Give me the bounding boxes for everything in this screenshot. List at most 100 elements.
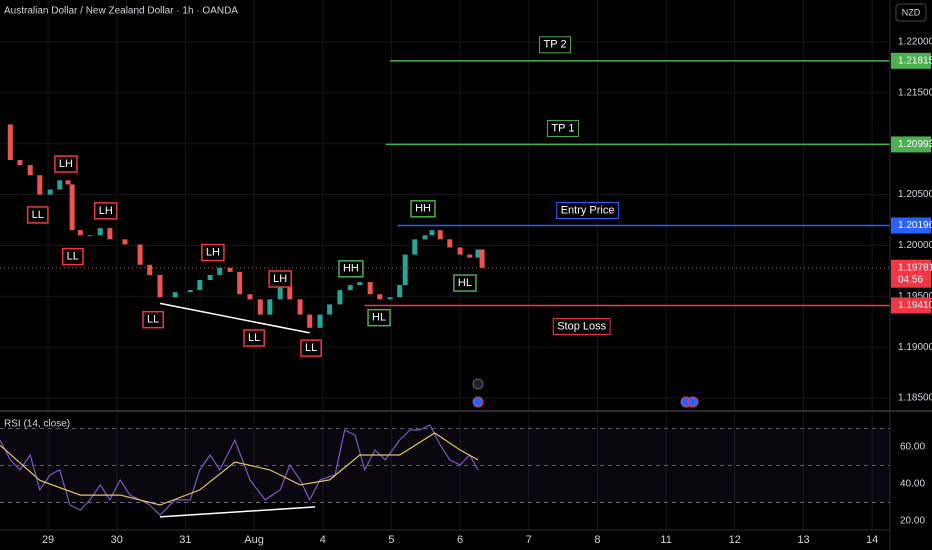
axes: 29 30 31 Aug 4 5 6 7 8 11 12 13 14 1.18500 1.19000 1.19… (42, 37, 932, 546)
level-label-box (556, 201, 620, 219)
candle (402, 254, 408, 286)
candle (467, 254, 473, 258)
countdown: 04:56 (898, 274, 923, 285)
event-icons (472, 378, 699, 408)
candle (137, 244, 143, 265)
candle (97, 228, 103, 236)
x-tick-label: 12 (729, 534, 741, 546)
event-icon[interactable] (472, 378, 484, 390)
candle (57, 180, 63, 190)
swing-label-box (367, 308, 391, 327)
y-tick-label: 1.20500 (898, 189, 932, 200)
level-label: TP 1 (551, 122, 574, 134)
swing-label-box (268, 270, 292, 288)
candle (65, 180, 71, 185)
candle (197, 280, 203, 291)
event-icon[interactable] (472, 396, 484, 408)
candle (87, 235, 93, 237)
x-tick-label: 7 (526, 534, 532, 546)
x-tick-label: 4 (320, 534, 326, 546)
candle (69, 184, 75, 231)
candle (217, 267, 223, 275)
x-tick-label: 5 (388, 534, 394, 546)
y-tick-label: 1.19000 (898, 342, 932, 353)
candle (27, 165, 33, 176)
level-label-box (552, 317, 611, 335)
swing-label: LL (67, 251, 79, 263)
candle (147, 264, 153, 275)
y-tick-label: 20.00 (900, 516, 925, 527)
plot: TP 2 TP 1 Entry Price Stop Loss LL LH LH LL LH LL… (0, 36, 890, 518)
rsi-line (0, 424, 479, 516)
y-tick-label: 40.00 (900, 479, 925, 490)
level-axis-box (891, 136, 931, 153)
candle (207, 274, 213, 281)
candle (277, 285, 283, 300)
level-label-box (539, 36, 572, 54)
currency-box[interactable] (895, 3, 927, 22)
y-tick-label: 1.20000 (898, 240, 932, 251)
candle (237, 271, 243, 295)
level-axis-box (891, 297, 931, 314)
candle (367, 282, 373, 295)
event-icon[interactable] (687, 396, 699, 408)
swing-label-box (453, 274, 477, 292)
candle (347, 285, 353, 291)
candle (7, 124, 13, 160)
x-tick-label: 11 (660, 534, 671, 546)
level-axis-label: 1.20196 (898, 220, 932, 231)
swing-label: LH (273, 273, 287, 285)
x-tick-label: 31 (179, 534, 191, 546)
candle (257, 299, 263, 315)
candle (37, 175, 43, 195)
swing-label: LL (305, 342, 317, 354)
rsi-band (0, 428, 890, 503)
candle (77, 230, 83, 236)
swing-label: LH (206, 246, 220, 258)
candle (479, 249, 485, 268)
currency: NZD (902, 7, 921, 17)
swing-label: LH (99, 205, 113, 217)
swing-label-box (300, 339, 322, 357)
y-tick-label: 1.18500 (898, 393, 932, 404)
y-tick-label: 1.22000 (898, 37, 932, 48)
candle (172, 292, 178, 298)
x-tick-label: 30 (111, 534, 123, 546)
candle (17, 159, 23, 166)
trendline (159, 506, 316, 518)
swing-label-box (338, 260, 364, 278)
candle (475, 249, 481, 258)
x-tick-label: 29 (42, 534, 54, 546)
candle (122, 239, 128, 245)
swing-label: LL (32, 209, 44, 221)
candle (422, 235, 428, 240)
swing-label-box (243, 329, 265, 347)
swing-label-box (26, 206, 49, 224)
candle (157, 274, 163, 298)
level-axis-label: 1.21815 (898, 55, 932, 66)
candle (307, 314, 313, 328)
candle (412, 239, 418, 255)
candle (287, 285, 293, 300)
rsi-title: RSI (14, close) (4, 419, 70, 430)
swing-label: HH (415, 203, 431, 215)
candle (457, 247, 463, 255)
swing-label: LL (147, 314, 159, 326)
level-label-box (546, 119, 579, 137)
swing-label-box (61, 247, 84, 266)
rsi-line (0, 432, 479, 506)
y-tick-label: 60.00 (900, 442, 925, 453)
swing-label: HL (458, 277, 472, 289)
swing-label-box (142, 310, 165, 329)
level-axis-box (891, 52, 931, 69)
candle (247, 294, 253, 300)
x-tick-label: 6 (457, 534, 463, 546)
y-tick-label: 1.19500 (898, 291, 932, 302)
candle (227, 267, 233, 272)
candle (397, 285, 403, 298)
chart-title: Australian Dollar / New Zealand Dollar ·… (4, 6, 238, 17)
trendline (159, 302, 310, 334)
swing-label-box (54, 155, 78, 173)
y-tick-label: 1.21500 (898, 88, 932, 99)
